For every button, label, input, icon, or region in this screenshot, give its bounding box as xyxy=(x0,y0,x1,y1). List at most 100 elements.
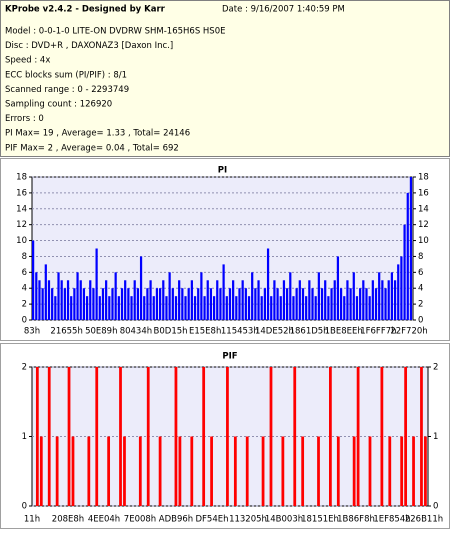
bar xyxy=(111,288,114,320)
x-tick-label: 80434h xyxy=(120,327,152,337)
bar xyxy=(70,296,73,320)
bar xyxy=(327,296,330,320)
bar xyxy=(232,280,235,320)
y-tick-label: 0 xyxy=(22,502,27,512)
x-tick-label: DF54Eh xyxy=(195,515,228,525)
bar xyxy=(293,367,297,506)
bar xyxy=(279,296,282,320)
x-tick-label: 14B003h xyxy=(265,515,303,525)
bar xyxy=(181,288,184,320)
x-tick-label: 50E89h xyxy=(85,327,117,337)
bar xyxy=(85,296,89,320)
bar xyxy=(197,288,200,320)
bar xyxy=(222,264,225,320)
bar xyxy=(127,288,130,320)
x-tick-label: E15E8h xyxy=(189,327,221,337)
bar xyxy=(257,280,260,320)
bar xyxy=(117,296,120,320)
y-tick-label: 6 xyxy=(22,268,27,278)
x-tick-label: 22F720h xyxy=(390,327,427,337)
bar xyxy=(247,296,251,320)
x-tick-label: 208E8h xyxy=(52,515,84,525)
bar xyxy=(355,296,359,320)
app-title: KProbe v2.4.2 - Designed by Karr xyxy=(5,5,166,15)
x-tick-label: 18151Eh xyxy=(301,515,339,525)
bar xyxy=(282,280,286,320)
bar xyxy=(44,264,47,320)
bar xyxy=(420,367,423,506)
bar xyxy=(403,224,406,320)
y-tick-label: 10 xyxy=(16,236,27,246)
bar xyxy=(95,248,98,320)
bar xyxy=(143,296,146,320)
bar xyxy=(79,280,82,320)
bar xyxy=(241,280,244,320)
bar xyxy=(400,436,404,506)
y-tick-label: 12 xyxy=(418,220,429,230)
bar xyxy=(412,436,415,506)
bar xyxy=(424,436,427,506)
bar xyxy=(209,288,213,320)
bar xyxy=(329,367,332,506)
bar xyxy=(388,436,392,506)
bar xyxy=(87,436,91,506)
x-tick-label: 7E008h xyxy=(124,515,156,525)
x-tick-label: 1861D5h xyxy=(290,327,329,337)
bar xyxy=(216,280,219,320)
bar xyxy=(54,296,57,320)
bar xyxy=(190,280,193,320)
y-tick-label: 18 xyxy=(418,173,429,183)
bar xyxy=(276,288,279,320)
bar xyxy=(371,280,374,320)
bar xyxy=(235,296,238,320)
bar xyxy=(35,272,38,320)
bar xyxy=(130,296,133,320)
y-tick-label: 10 xyxy=(418,236,429,246)
bar xyxy=(35,367,39,506)
bar xyxy=(368,296,371,320)
bar xyxy=(136,288,139,320)
x-tick-label: 1BE8EEh xyxy=(325,327,363,337)
y-tick-label: 2 xyxy=(418,300,423,310)
info-line: Disc : DVD+R , DAXONAZ3 [Daxon Inc.] xyxy=(5,41,173,51)
bar xyxy=(317,436,320,506)
bar xyxy=(203,296,206,320)
bar xyxy=(266,248,270,320)
bar xyxy=(333,280,336,320)
bar xyxy=(146,367,150,506)
bar xyxy=(193,296,197,320)
info-line: PIF Max= 2 , Average= 0.04 , Total= 692 xyxy=(5,143,179,153)
bar xyxy=(57,272,60,320)
bar xyxy=(301,436,305,506)
bar xyxy=(238,288,241,320)
bar xyxy=(311,288,314,320)
bar xyxy=(95,367,99,506)
x-tick-label: 1B86F8h xyxy=(337,515,375,525)
y-tick-label: 14 xyxy=(16,204,27,214)
bar xyxy=(225,296,228,320)
info-line: Sampling count : 126920 xyxy=(5,100,112,110)
x-tick-label: 14DE52h xyxy=(255,327,294,337)
bar xyxy=(269,367,273,506)
y-tick-label: 0 xyxy=(418,316,423,326)
bar xyxy=(317,272,320,320)
bar xyxy=(101,288,105,320)
bar xyxy=(406,192,409,320)
bar xyxy=(67,367,71,506)
bar xyxy=(233,436,237,506)
info-line: Speed : 4x xyxy=(5,56,50,66)
x-tick-label: 21655h xyxy=(50,327,82,337)
bar xyxy=(32,240,35,320)
bar xyxy=(92,288,95,320)
bar xyxy=(362,280,365,320)
bar xyxy=(390,272,393,320)
bar xyxy=(107,436,111,506)
x-tick-label: 11h xyxy=(24,515,40,525)
bar xyxy=(298,280,301,320)
y-tick-label: 14 xyxy=(418,204,429,214)
bar xyxy=(38,280,41,320)
bar xyxy=(178,280,181,320)
bar xyxy=(200,272,203,320)
bar xyxy=(295,288,298,320)
bar xyxy=(146,288,149,320)
